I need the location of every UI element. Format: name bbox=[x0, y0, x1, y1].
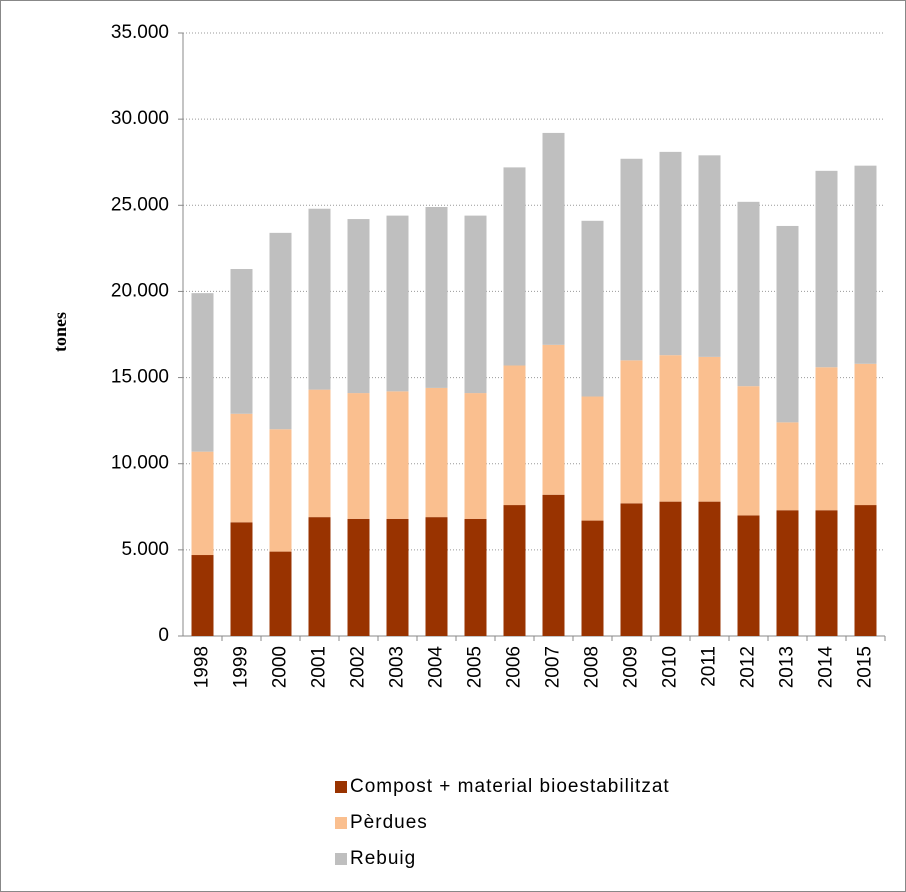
y-tick-label: 0 bbox=[158, 625, 169, 646]
bar-segment bbox=[737, 515, 760, 636]
x-tick-label: 2002 bbox=[348, 646, 369, 688]
bar-segment bbox=[581, 220, 604, 397]
bar-segment bbox=[542, 494, 565, 636]
y-tick-label: 15.000 bbox=[111, 367, 169, 388]
legend-label: Rebuig bbox=[350, 848, 416, 869]
bar-segment bbox=[503, 167, 526, 366]
bar-segment bbox=[737, 386, 760, 516]
bar-segment bbox=[815, 170, 838, 368]
bar-segment bbox=[503, 365, 526, 506]
bar-segment bbox=[659, 151, 682, 356]
y-tick-label: 25.000 bbox=[111, 194, 169, 215]
bar-segment bbox=[581, 396, 604, 521]
bar-segment bbox=[191, 555, 214, 636]
bar-segment bbox=[542, 132, 565, 345]
bar-segment bbox=[230, 269, 253, 414]
x-tick-label: 2006 bbox=[504, 646, 525, 688]
y-tick-label: 10.000 bbox=[111, 453, 169, 474]
x-tick-label: 2007 bbox=[543, 646, 564, 688]
x-tick-label: 2011 bbox=[699, 646, 720, 687]
bar-segment bbox=[854, 165, 877, 364]
bar-segment bbox=[425, 517, 448, 636]
y-axis-label: tones bbox=[50, 312, 70, 352]
x-tick-label: 2013 bbox=[777, 646, 798, 688]
bar-segment bbox=[347, 518, 370, 636]
bar-segment bbox=[698, 501, 721, 636]
bar-segment bbox=[425, 207, 448, 388]
bar-segment bbox=[542, 344, 565, 495]
y-tick-label: 30.000 bbox=[111, 108, 169, 129]
x-tick-label: 2012 bbox=[738, 646, 759, 688]
bar-segment bbox=[191, 451, 214, 556]
bar-segment bbox=[269, 429, 292, 552]
bar-segment bbox=[620, 360, 643, 504]
bar-segment bbox=[464, 215, 487, 394]
legend-label: Compost + material bioestabilitzat bbox=[350, 776, 670, 797]
y-tick-label: 20.000 bbox=[111, 280, 169, 301]
bar-segment bbox=[308, 208, 331, 390]
x-tick-label: 1998 bbox=[192, 646, 213, 688]
bar-segment bbox=[386, 391, 409, 519]
bar-segment bbox=[464, 393, 487, 519]
bar-segment bbox=[815, 510, 838, 636]
bar-segment bbox=[503, 505, 526, 636]
x-tick-label: 2003 bbox=[387, 646, 408, 688]
bar-segment bbox=[191, 293, 214, 452]
bar-segment bbox=[659, 355, 682, 502]
x-tick-label: 2014 bbox=[816, 646, 837, 689]
bar-segment bbox=[269, 232, 292, 430]
legend-swatch bbox=[335, 817, 347, 829]
bar-segment bbox=[269, 551, 292, 636]
bar-segment bbox=[620, 503, 643, 636]
bar-segment bbox=[815, 367, 838, 511]
x-tick-label: 2009 bbox=[621, 646, 642, 688]
x-tick-label: 2004 bbox=[426, 646, 447, 689]
x-tick-label: 2000 bbox=[270, 646, 291, 688]
bar-segment bbox=[308, 517, 331, 636]
bar-segment bbox=[620, 158, 643, 361]
bar-segment bbox=[776, 510, 799, 636]
bar-segment bbox=[698, 155, 721, 357]
x-tick-label: 2005 bbox=[465, 646, 486, 688]
bar-segment bbox=[659, 501, 682, 636]
legend-label: Pèrdues bbox=[350, 812, 428, 833]
bar-segment bbox=[776, 422, 799, 511]
x-tick-label: 2010 bbox=[660, 646, 681, 688]
y-tick-label: 5.000 bbox=[121, 539, 169, 560]
bar-segment bbox=[347, 219, 370, 394]
legend-swatch bbox=[335, 853, 347, 865]
x-tick-label: 1999 bbox=[231, 646, 252, 688]
x-tick-label: 2001 bbox=[309, 646, 330, 688]
bar-segment bbox=[737, 201, 760, 387]
bar-segment bbox=[347, 393, 370, 519]
bar-segment bbox=[386, 518, 409, 636]
bar-segment bbox=[230, 413, 253, 523]
bar-segment bbox=[308, 389, 331, 518]
bar-segment bbox=[386, 215, 409, 392]
bar-segment bbox=[698, 356, 721, 502]
bar-segment bbox=[230, 522, 253, 636]
bar-segment bbox=[581, 520, 604, 636]
bar-segment bbox=[425, 387, 448, 518]
bar-segment bbox=[464, 518, 487, 636]
legend-swatch bbox=[335, 781, 347, 793]
x-tick-label: 2008 bbox=[582, 646, 603, 688]
x-tick-label: 2015 bbox=[855, 646, 876, 688]
bar-segment bbox=[854, 363, 877, 506]
y-tick-label: 35.000 bbox=[111, 22, 169, 43]
bar-segment bbox=[854, 505, 877, 636]
bar-segment bbox=[776, 225, 799, 423]
